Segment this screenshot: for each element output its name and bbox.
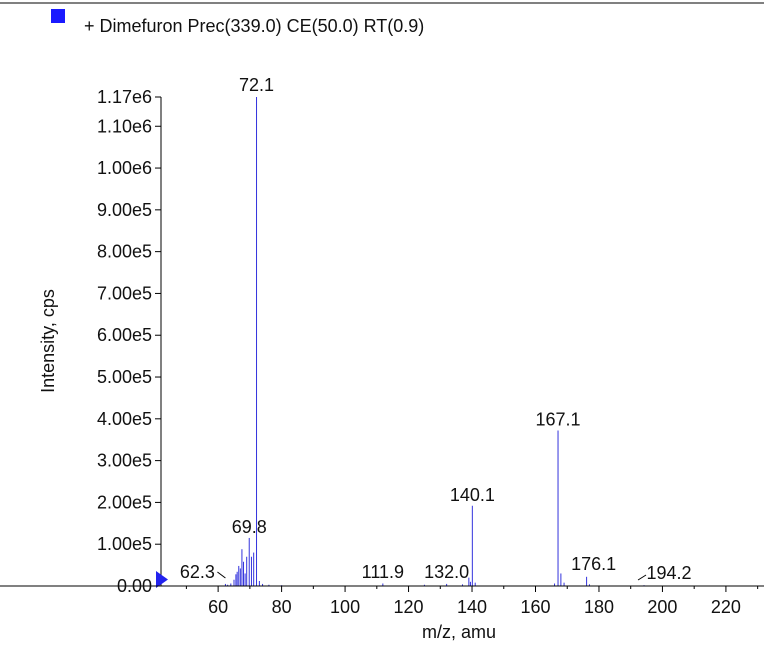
- peak-label: 62.3: [180, 562, 215, 582]
- peak-label: 132.0: [424, 562, 469, 582]
- x-tick-label: 160: [520, 597, 550, 617]
- peak-label: 176.1: [571, 554, 616, 574]
- y-tick-label: 1.00e6: [97, 158, 152, 178]
- x-tick-label: 80: [272, 597, 292, 617]
- x-tick-label: 200: [647, 597, 677, 617]
- y-tick-label: 8.00e5: [97, 242, 152, 262]
- peak-label: 72.1: [239, 75, 274, 95]
- y-tick-label: 7.00e5: [97, 283, 152, 303]
- y-tick-label: 0.00: [117, 576, 152, 596]
- y-axis-label: Intensity, cps: [38, 289, 58, 393]
- y-tick-label: 3.00e5: [97, 451, 152, 471]
- x-axis-label: m/z, amu: [422, 622, 496, 642]
- peak-label: 140.1: [450, 485, 495, 505]
- x-tick-label: 60: [208, 597, 228, 617]
- peak-label: 69.8: [232, 517, 267, 537]
- y-tick-label: 1.10e6: [97, 116, 152, 136]
- y-tick-label: 5.00e5: [97, 367, 152, 387]
- y-tick-label: 4.00e5: [97, 409, 152, 429]
- y-tick-label: 1.17e6: [97, 87, 152, 107]
- y-tick-label: 2.00e5: [97, 492, 152, 512]
- x-tick-label: 100: [330, 597, 360, 617]
- y-tick-label: 1.00e5: [97, 534, 152, 554]
- x-tick-label: 220: [711, 597, 741, 617]
- peaks-layer: [224, 97, 645, 586]
- x-tick-label: 120: [394, 597, 424, 617]
- y-tick-layer: 0.00 1.00e5 2.00e5 3.00e5 4.00e5 5.00e5 6.00e5…: [97, 87, 161, 596]
- x-tick-label: 140: [457, 597, 487, 617]
- peak-label-layer: 72.1 69.8 62.3 111.9 132.0 140.1 167.1 176.1 194…: [180, 75, 692, 583]
- peak-label: 194.2: [647, 563, 692, 583]
- peak-label-leader: [217, 571, 226, 579]
- x-tick-layer: 60 80 100 120 140 160 180 200 220: [185, 586, 759, 617]
- baseline-marker-icon: [156, 571, 168, 588]
- peak-label-leader: [637, 574, 647, 581]
- x-tick-label: 180: [584, 597, 614, 617]
- y-tick-label: 9.00e5: [97, 200, 152, 220]
- peak-label: 167.1: [536, 410, 581, 430]
- y-tick-label: 6.00e5: [97, 325, 152, 345]
- chart-title: + Dimefuron Prec(339.0) CE(50.0) RT(0.9): [84, 16, 424, 36]
- legend-swatch: [51, 9, 65, 23]
- peak-label: 111.9: [362, 562, 404, 582]
